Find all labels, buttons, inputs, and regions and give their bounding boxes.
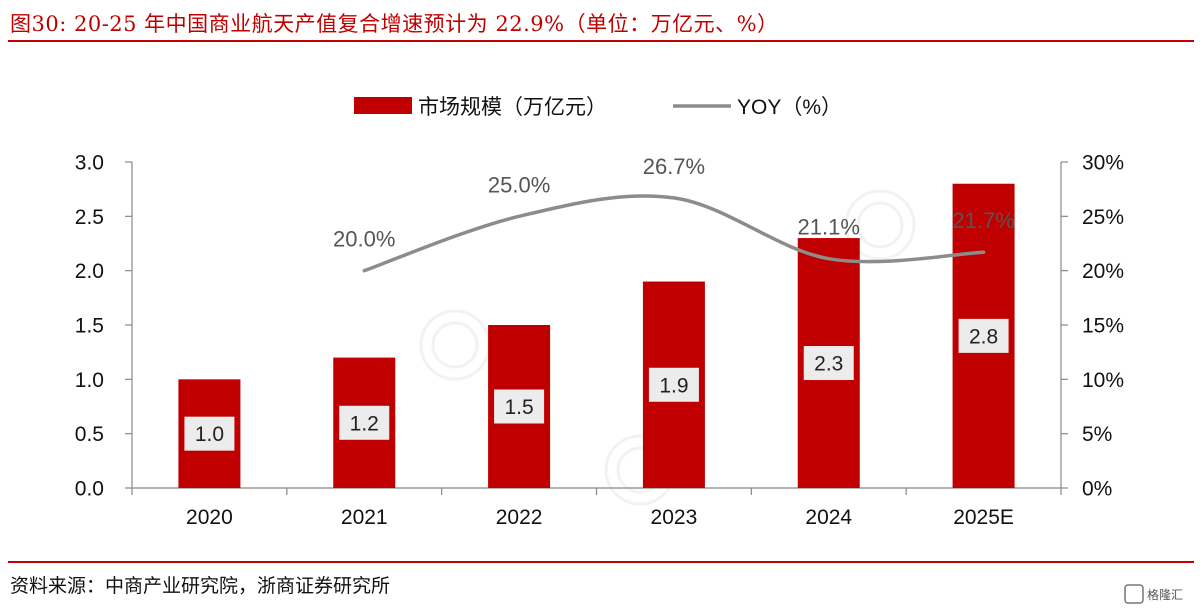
brand-logo-icon: [1124, 584, 1144, 604]
legend-line-label: YOY（%）: [737, 96, 842, 119]
watermark-group: [419, 189, 916, 506]
yoy-data-label: 25.0%: [488, 172, 550, 197]
bar-label-box: [494, 389, 545, 424]
y-left-tick-label: 0.5: [75, 423, 104, 446]
yoy-data-label: 21.7%: [952, 208, 1014, 233]
legend-bar-swatch: [354, 97, 412, 114]
x-tick-label: 2021: [341, 506, 388, 529]
source-divider: [8, 561, 1194, 563]
legend-bar-label: 市场规模（万亿元）: [418, 96, 607, 119]
y-left-tick-label: 3.0: [75, 152, 104, 175]
source-note: 资料来源：中商产业研究院，浙商证券研究所: [10, 575, 391, 597]
brand-badge: 格隆汇: [1124, 584, 1183, 604]
y-left-tick-label: 2.0: [75, 260, 104, 283]
watermark-seal-ring: [431, 321, 479, 369]
x-tick-label: 2025E: [953, 506, 1014, 529]
y-left-tick-label: 0.0: [75, 478, 104, 501]
y-right-tick-label: 5%: [1082, 423, 1112, 446]
brand-label: 格隆汇: [1147, 587, 1183, 602]
y-right-tick-label: 25%: [1082, 206, 1124, 229]
bar-label-box: [958, 318, 1009, 353]
y-left-tick-label: 2.5: [75, 206, 104, 229]
x-tick-label: 2024: [805, 506, 852, 529]
bar-label-box: [803, 346, 854, 381]
bar-value-label: 2.8: [969, 325, 998, 348]
bar-value-label: 1.5: [504, 396, 533, 419]
y-right-tick-label: 15%: [1082, 315, 1124, 338]
bar-value-label: 1.2: [350, 412, 379, 435]
bar-value-label: 1.9: [659, 374, 688, 397]
yoy-data-label: 26.7%: [643, 154, 705, 179]
watermark-seal-icon: [844, 189, 916, 261]
y-right-tick-label: 20%: [1082, 260, 1124, 283]
x-tick-label: 2020: [186, 506, 233, 529]
bar-value-label: 1.0: [195, 423, 224, 446]
bar-label-box: [648, 367, 699, 402]
y-left-tick-label: 1.0: [75, 369, 104, 392]
y-right-tick-label: 0%: [1082, 478, 1112, 501]
bar-label-box: [339, 405, 390, 440]
title-divider: [8, 40, 1194, 42]
yoy-data-label: 21.1%: [798, 215, 860, 240]
x-tick-label: 2023: [651, 506, 698, 529]
bar-label-box: [184, 416, 235, 451]
watermark-seal-ring: [856, 201, 904, 249]
watermark-seal-icon: [419, 309, 491, 381]
x-tick-label: 2022: [496, 506, 543, 529]
bar-value-label: 2.3: [814, 353, 843, 376]
figure-title: 图30: 20-25 年中国商业航天产值复合增速预计为 22.9%（单位：万亿元…: [10, 12, 779, 36]
yoy-data-label: 20.0%: [333, 227, 395, 252]
y-right-tick-label: 10%: [1082, 369, 1124, 392]
y-left-tick-label: 1.5: [75, 315, 104, 338]
yoy-line: [362, 194, 986, 273]
y-right-tick-label: 30%: [1082, 152, 1124, 175]
